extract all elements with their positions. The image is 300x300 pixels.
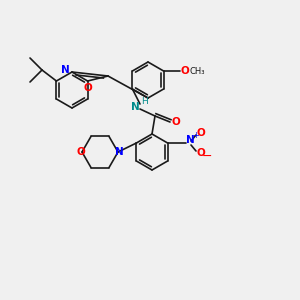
Text: O: O: [196, 128, 206, 138]
Text: N: N: [186, 135, 194, 145]
Text: N: N: [115, 147, 123, 157]
Text: N: N: [130, 102, 140, 112]
Text: H: H: [141, 98, 147, 106]
Text: O: O: [76, 147, 85, 157]
Text: O: O: [172, 117, 180, 127]
Text: −: −: [202, 149, 212, 163]
Text: O: O: [83, 83, 92, 93]
Text: +: +: [193, 130, 200, 140]
Text: N: N: [61, 65, 69, 75]
Text: O: O: [196, 148, 206, 158]
Text: CH₃: CH₃: [189, 67, 205, 76]
Text: O: O: [181, 66, 189, 76]
